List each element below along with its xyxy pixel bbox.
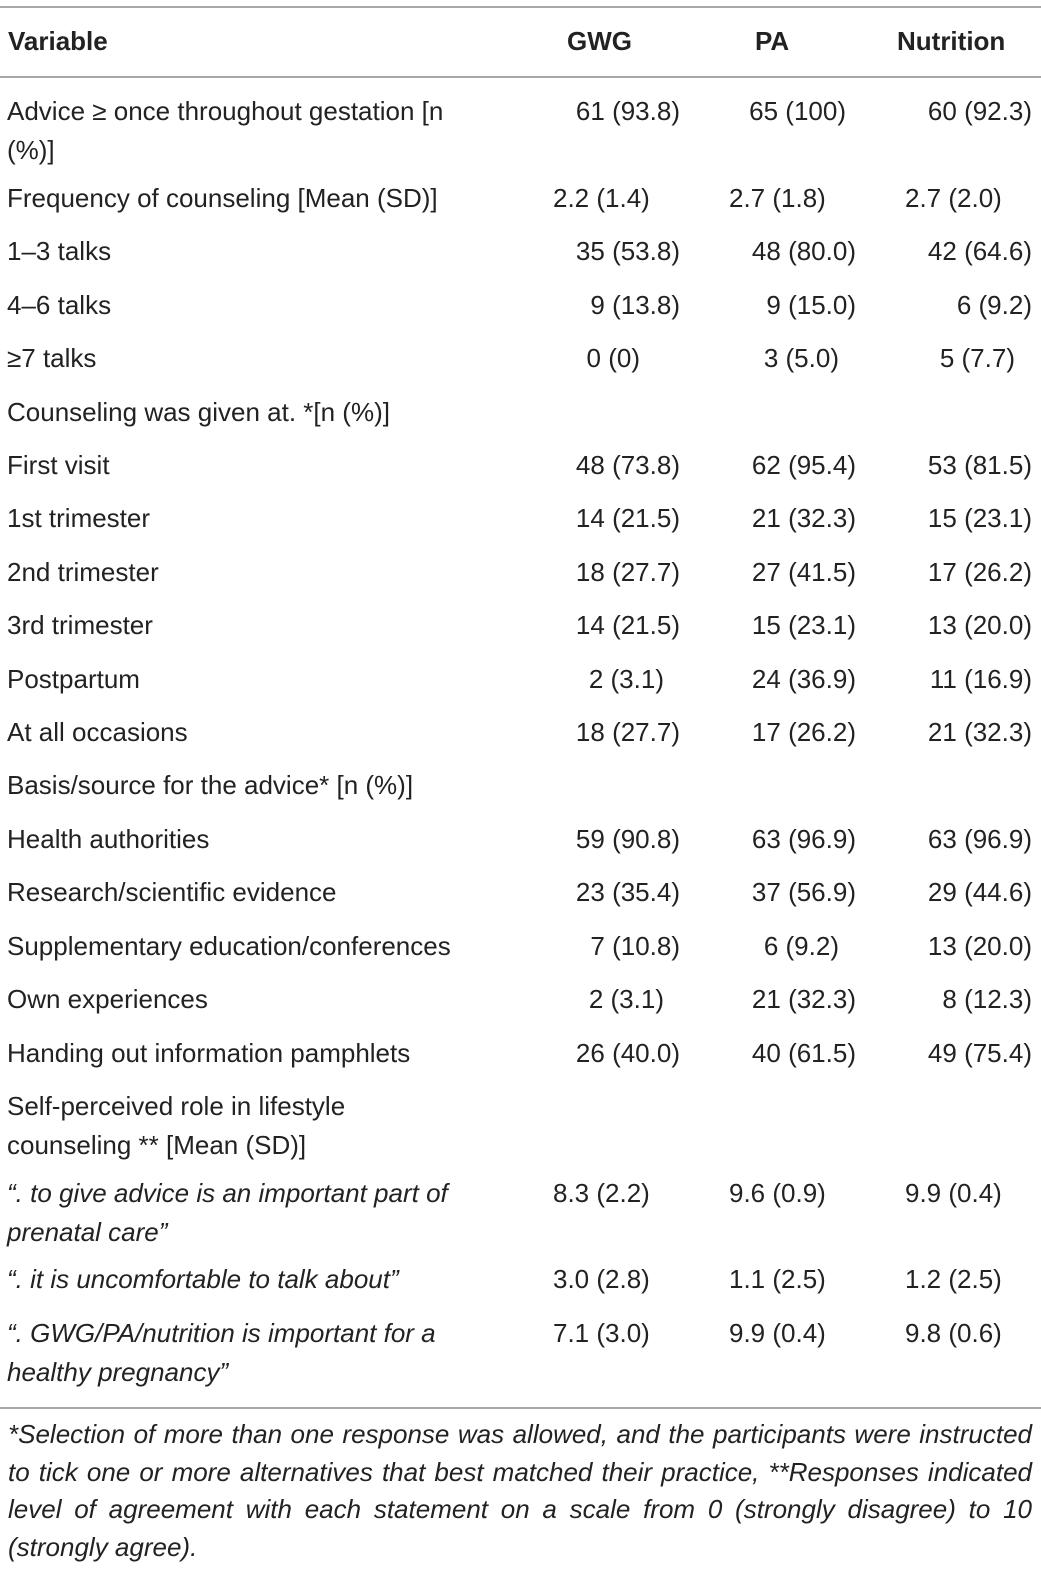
row-label: Own experiences xyxy=(7,984,208,1014)
gwg-value: 2.2 (1.4) xyxy=(553,183,650,213)
table-top-rule xyxy=(0,6,1041,8)
row-label: “. it is uncomfortable to talk about” xyxy=(7,1264,399,1294)
row-label: Supplementary education/conferences xyxy=(7,931,451,961)
nutrition-value: 63 (96.9) xyxy=(927,824,1032,854)
gwg-value: 7.1 (3.0) xyxy=(553,1318,650,1348)
nutrition-value: 8 (12.3) xyxy=(942,984,1032,1014)
pa-value: 15 (23.1) xyxy=(751,610,856,640)
section-label: Counseling was given at. *[n (%)] xyxy=(7,397,390,427)
nutrition-value: 2.7 (2.0) xyxy=(905,183,1002,213)
pa-value: 17 (26.2) xyxy=(751,717,856,747)
pa-value: 37 (56.9) xyxy=(751,877,856,907)
gwg-value: 7 (10.8) xyxy=(590,931,680,961)
pa-value: 1.1 (2.5) xyxy=(729,1264,826,1294)
gwg-value: 2 (3.1) xyxy=(588,664,664,694)
gwg-value: 23 (35.4) xyxy=(575,877,680,907)
gwg-value: 18 (27.7) xyxy=(575,557,680,587)
nutrition-value: 13 (20.0) xyxy=(927,931,1032,961)
table-header: Variable GWG PA Nutrition xyxy=(0,20,1041,64)
row-label: Advice ≥ once throughout gestation [n (%… xyxy=(7,96,444,165)
row-label: Handing out information pamphlets xyxy=(7,1038,411,1068)
row-label: At all occasions xyxy=(7,717,188,747)
pa-value: 63 (96.9) xyxy=(751,824,856,854)
nutrition-value: 5 (7.7) xyxy=(939,343,1015,373)
section-label: Basis/source for the advice* [n (%)] xyxy=(7,770,414,800)
pa-value: 3 (5.0) xyxy=(763,343,839,373)
gwg-value: 9 (13.8) xyxy=(590,290,680,320)
row-label: 1st trimester xyxy=(7,503,151,533)
header-nutrition: Nutrition xyxy=(897,26,1006,56)
gwg-value: 3.0 (2.8) xyxy=(553,1264,650,1294)
pa-value: 6 (9.2) xyxy=(763,931,839,961)
nutrition-value: 15 (23.1) xyxy=(927,503,1032,533)
row-label: Frequency of counseling [Mean (SD)] xyxy=(7,183,438,213)
row-label: Research/scientific evidence xyxy=(7,877,337,907)
gwg-value: 48 (73.8) xyxy=(575,450,680,480)
table-bottom-rule xyxy=(0,1407,1041,1409)
nutrition-value: 9.9 (0.4) xyxy=(905,1178,1002,1208)
pa-value: 24 (36.9) xyxy=(751,664,856,694)
nutrition-value: 9.8 (0.6) xyxy=(905,1318,1002,1348)
gwg-value: 61 (93.8) xyxy=(575,96,680,126)
row-label: First visit xyxy=(7,450,110,480)
pa-value: 48 (80.0) xyxy=(751,236,856,266)
pa-value: 9 (15.0) xyxy=(766,290,856,320)
row-label: Health authorities xyxy=(7,824,210,854)
pa-value: 27 (41.5) xyxy=(751,557,856,587)
pa-value: 21 (32.3) xyxy=(751,984,856,1014)
gwg-value: 2 (3.1) xyxy=(588,984,664,1014)
gwg-value: 0 (0) xyxy=(586,343,640,373)
table-header-rule xyxy=(0,76,1041,78)
header-pa: PA xyxy=(755,26,790,56)
nutrition-value: 21 (32.3) xyxy=(927,717,1032,747)
row-label: Postpartum xyxy=(7,664,140,694)
gwg-value: 14 (21.5) xyxy=(575,503,680,533)
row-label: 4–6 talks xyxy=(7,290,112,320)
pa-value: 9.9 (0.4) xyxy=(729,1318,826,1348)
gwg-value: 59 (90.8) xyxy=(575,824,680,854)
header-variable: Variable xyxy=(8,26,108,56)
gwg-value: 26 (40.0) xyxy=(575,1038,680,1068)
nutrition-value: 1.2 (2.5) xyxy=(905,1264,1002,1294)
gwg-value: 14 (21.5) xyxy=(575,610,680,640)
nutrition-value: 11 (16.9) xyxy=(929,664,1032,694)
row-label: 2nd trimester xyxy=(7,557,159,587)
nutrition-value: 29 (44.6) xyxy=(927,877,1032,907)
table-footnote: *Selection of more than one response was… xyxy=(8,1419,1032,1562)
nutrition-value: 49 (75.4) xyxy=(927,1038,1032,1068)
gwg-value: 35 (53.8) xyxy=(575,236,680,266)
row-label: “. GWG/PA/nutrition is important for a h… xyxy=(7,1318,436,1387)
nutrition-value: 60 (92.3) xyxy=(927,96,1032,126)
section-label: Self-perceived role in lifestyle counsel… xyxy=(7,1091,346,1160)
nutrition-value: 6 (9.2) xyxy=(956,290,1032,320)
pa-value: 62 (95.4) xyxy=(751,450,856,480)
pa-value: 40 (61.5) xyxy=(751,1038,856,1068)
nutrition-value: 42 (64.6) xyxy=(927,236,1032,266)
row-label: ≥7 talks xyxy=(7,343,97,373)
row-label: 1–3 talks xyxy=(7,236,112,266)
row-label: “. to give advice is an important part o… xyxy=(7,1178,448,1247)
pa-value: 9.6 (0.9) xyxy=(729,1178,826,1208)
nutrition-value: 13 (20.0) xyxy=(927,610,1032,640)
pa-value: 2.7 (1.8) xyxy=(729,183,826,213)
row-label: 3rd trimester xyxy=(7,610,153,640)
pa-value: 65 (100) xyxy=(749,96,846,126)
nutrition-value: 53 (81.5) xyxy=(927,450,1032,480)
nutrition-value: 17 (26.2) xyxy=(927,557,1032,587)
gwg-value: 18 (27.7) xyxy=(575,717,680,747)
gwg-value: 8.3 (2.2) xyxy=(553,1178,650,1208)
header-gwg: GWG xyxy=(567,26,632,56)
pa-value: 21 (32.3) xyxy=(751,503,856,533)
